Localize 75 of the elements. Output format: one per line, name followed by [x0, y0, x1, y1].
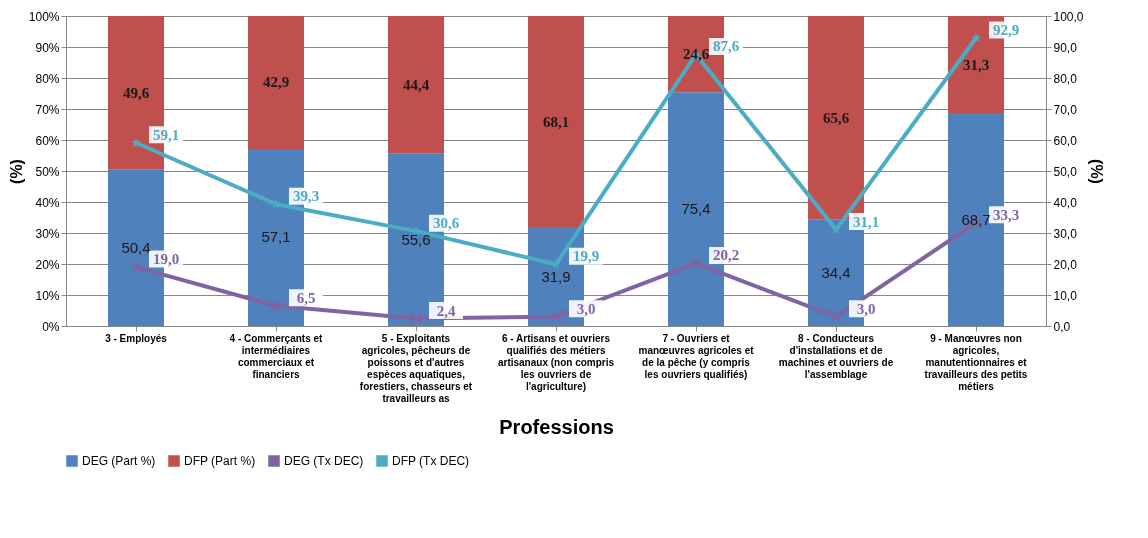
point: [831, 224, 841, 234]
point: [409, 312, 423, 325]
data-label: 65,6: [822, 109, 850, 126]
y-tick-label: 10%: [35, 288, 60, 303]
legend-label: DFP (Tx DEC): [392, 454, 470, 468]
x-tick-label: 8 - Conducteurs d'installations et de machines et ouvriers de l'assemblage: [778, 332, 894, 380]
point: [829, 310, 843, 323]
data-label: 55,6: [401, 230, 431, 248]
bar: [388, 16, 444, 154]
y2-axis-title: (%): [1087, 159, 1105, 184]
y2-tick-label: 40,0: [1053, 195, 1078, 210]
data-label: 59,1: [152, 126, 180, 143]
y2-tick-label: 100,0: [1053, 9, 1084, 24]
data-label: 87,6: [712, 38, 740, 55]
y2-tick-label: 70,0: [1053, 102, 1078, 117]
y-axis-title: (%): [7, 159, 25, 184]
data-label: 68,7: [961, 210, 991, 228]
y2-tick-label: 90,0: [1053, 40, 1078, 55]
y-tick-label: 100%: [28, 9, 60, 24]
x-tick-label: 5 - Exploitants agricoles, pêcheurs de poissons et d'autres espèces aquatiques, forestiers, chasseurs et travailleurs as: [359, 332, 473, 404]
legend-label: DEG (Tx DEC): [284, 454, 364, 468]
y-tick-label: 30%: [35, 226, 60, 241]
y-tick-label: 0%: [42, 319, 60, 334]
point: [971, 32, 981, 43]
y-tick-label: 90%: [35, 40, 60, 55]
y2-tick-label: 30,0: [1053, 226, 1078, 241]
legend-label: DFP (Part %): [184, 454, 256, 468]
point: [269, 299, 283, 313]
legend-label: DEG (Part %): [82, 454, 156, 468]
y2-tick-label: 50,0: [1053, 164, 1078, 179]
data-label: 2,4: [436, 302, 456, 319]
data-label: 57,1: [261, 228, 291, 246]
y-tick-label: 80%: [35, 71, 60, 86]
data-label: 31,3: [962, 56, 990, 73]
x-tick-label: 4 - Commerçants et intermédiaires commerciaux et financiers: [229, 332, 324, 380]
x-tick-label: 7 - Ouvriers et manœuvres agricoles et de la pêche (y compris les ouvriers qualifiés): [638, 332, 755, 380]
y-tick-label: 20%: [35, 257, 60, 272]
x-axis-title: Professions: [499, 415, 614, 438]
data-label: 50,4: [121, 238, 151, 256]
y-tick-label: 60%: [35, 133, 60, 148]
data-label: 19,9: [572, 248, 600, 265]
data-label: 92,9: [992, 22, 1020, 39]
x-tick-label: 9 - Manœuvres non agricoles, manutentionnaires et travailleurs des petits métiers: [924, 332, 1028, 392]
data-label: 42,9: [262, 74, 290, 91]
data-label: 34,4: [821, 263, 851, 281]
data-label: 3,0: [856, 300, 876, 317]
data-label: 3,0: [576, 300, 596, 317]
data-label: 75,4: [681, 200, 711, 218]
x-tick-label: 6 - Artisans et ouvriers qualifiés des métiers artisanaux (non compris les ouvriers de l'agriculture): [497, 332, 615, 392]
data-label: 30,6: [432, 215, 460, 232]
y2-tick-label: 80,0: [1053, 71, 1078, 86]
y2-tick-label: 60,0: [1053, 133, 1078, 148]
y-tick-label: 70%: [35, 102, 60, 117]
data-label: 19,0: [152, 251, 180, 268]
y2-tick-label: 10,0: [1053, 288, 1078, 303]
data-label: 33,3: [992, 206, 1020, 223]
point: [129, 260, 143, 274]
data-label: 31,9: [541, 267, 571, 285]
data-label: 39,3: [292, 188, 320, 205]
data-label: 20,2: [712, 247, 740, 264]
y2-tick-label: 0,0: [1053, 319, 1071, 334]
bar: [248, 16, 304, 149]
y-tick-label: 50%: [35, 164, 60, 179]
data-label: 6,5: [296, 289, 316, 306]
data-label: 31,1: [852, 213, 880, 230]
point: [131, 137, 141, 148]
data-label: 49,6: [122, 84, 150, 101]
point: [549, 310, 563, 323]
data-label: 68,1: [542, 113, 570, 130]
x-tick-label: 3 - Employés: [105, 332, 168, 344]
point: [689, 257, 703, 270]
y-tick-label: 40%: [35, 195, 60, 210]
bar: [528, 16, 584, 228]
y2-tick-label: 20,0: [1053, 257, 1078, 272]
data-label: 44,4: [402, 76, 430, 93]
